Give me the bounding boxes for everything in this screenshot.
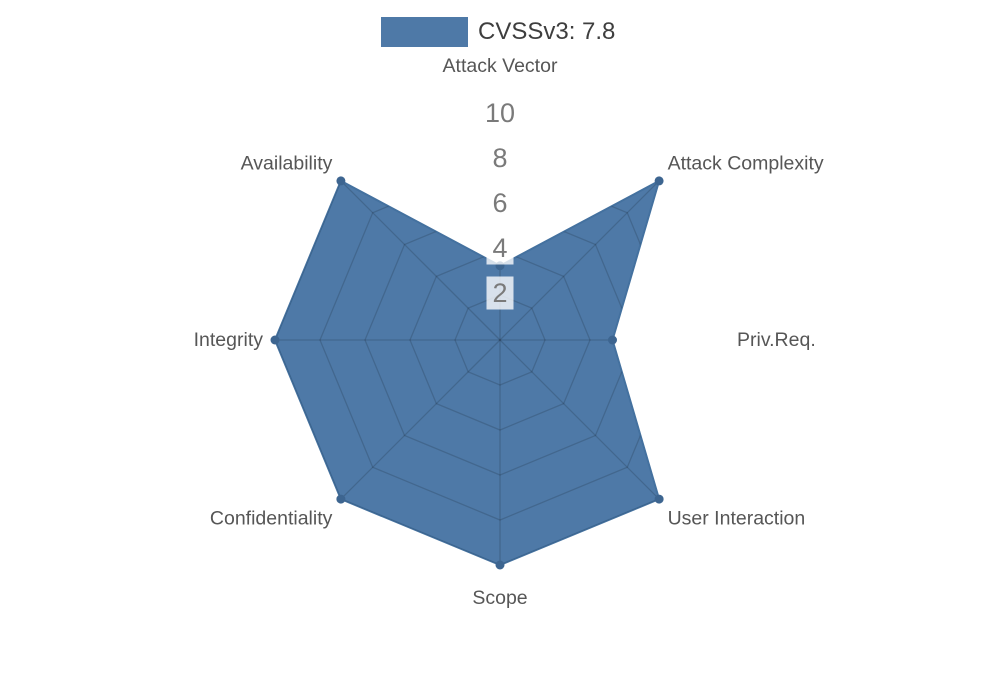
tick-bg-10: [479, 96, 521, 130]
axis-spoke-user-interaction: [499, 339, 660, 500]
axis-label-scope: Scope: [472, 587, 527, 609]
axis-label-priv-req: Priv.Req.: [737, 329, 816, 351]
grid-ring-4: [409, 249, 591, 431]
grid-ring-6: [364, 204, 636, 476]
axis-label-attack-complexity: Attack Complexity: [668, 152, 824, 174]
tick-label-8: 8: [492, 143, 507, 173]
tick-label-4: 4: [492, 233, 507, 263]
tick-bg-6: [486, 186, 514, 220]
vertex-dot-integrity: [270, 335, 280, 345]
tick-labels: 10 8 6 4 2: [479, 96, 521, 310]
vertex-dot-user-interaction: [654, 494, 664, 504]
vertex-dot-confidentiality: [336, 494, 346, 504]
vertex-dot-priv-req: [608, 335, 617, 345]
axis-spoke-attack-complexity: [499, 180, 660, 341]
vertex-dot-availability: [336, 176, 346, 186]
tick-bg-2: [486, 276, 514, 310]
axis-labels: Attack Vector Attack Complexity Priv.Req. U…: [194, 55, 824, 609]
legend: CVSSv3: 7.8: [381, 17, 615, 47]
axis-label-confidentiality: Confidentiality: [210, 508, 333, 530]
tick-label-2: 2: [492, 278, 507, 308]
axis-label-attack-vector: Attack Vector: [443, 55, 558, 77]
tick-label-10: 10: [485, 98, 515, 128]
legend-swatch: [381, 17, 468, 47]
vertex-dot-scope: [495, 560, 505, 570]
vertex-dot-attack-complexity: [654, 176, 664, 186]
grid-ring-2: [454, 294, 546, 386]
axis-label-availability: Availability: [241, 152, 333, 174]
tick-label-6: 6: [492, 188, 507, 218]
tick-bg-4: [486, 231, 514, 265]
axis-spoke-availability: [340, 180, 501, 341]
axis-label-user-interaction: User Interaction: [668, 508, 806, 530]
axis-spoke-confidentiality: [340, 339, 501, 500]
tick-bg-8: [486, 141, 514, 175]
vertex-dots: [270, 176, 664, 570]
axis-label-integrity: Integrity: [194, 329, 264, 351]
legend-label: CVSSv3: 7.8: [478, 18, 616, 45]
